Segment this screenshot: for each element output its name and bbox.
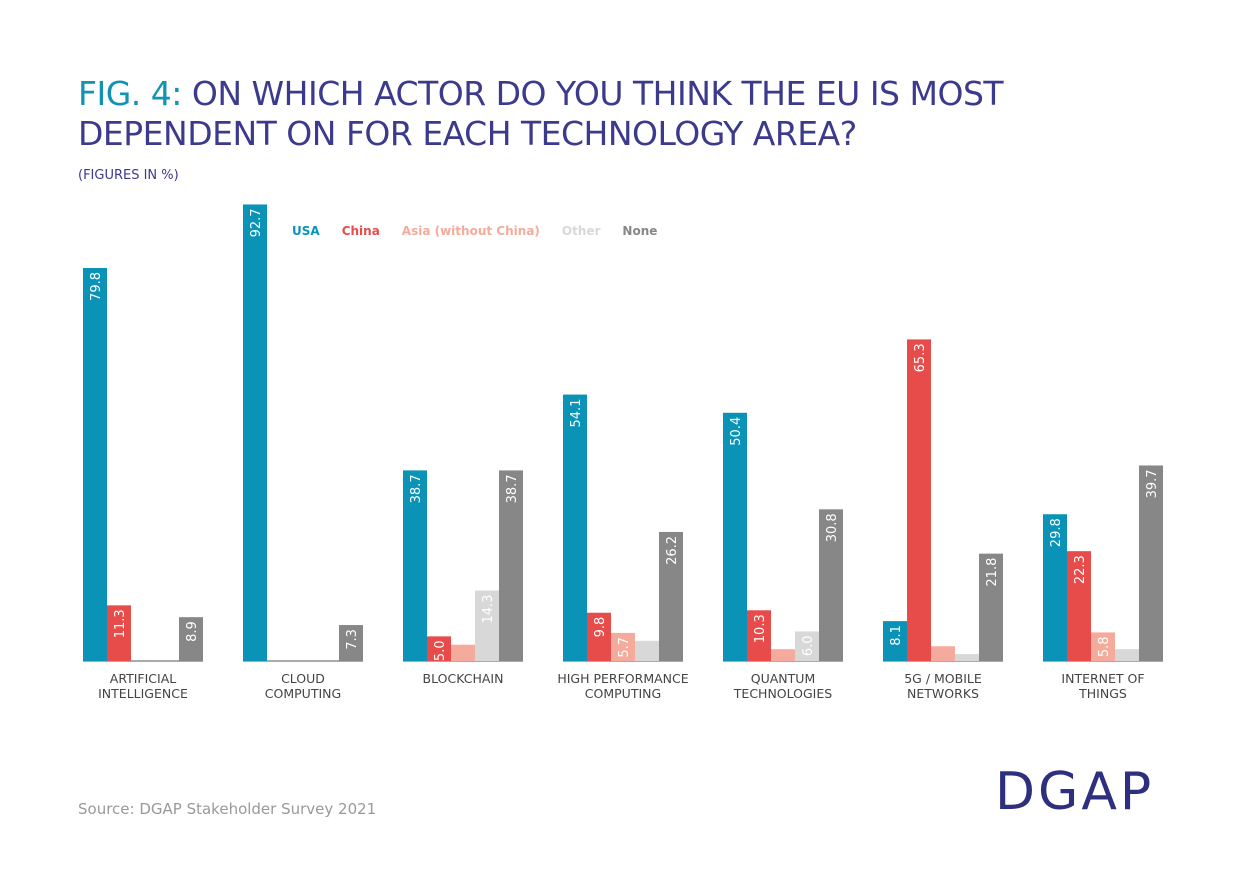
value-label: 6.0	[801, 635, 816, 656]
x-tick-label: 5G / MOBILE NETWORKS	[904, 671, 982, 701]
value-label: 11.3	[113, 609, 128, 638]
value-label: 5.8	[1097, 636, 1112, 657]
legend-entry: None	[622, 224, 657, 238]
bar	[611, 632, 635, 661]
bar	[771, 649, 795, 661]
x-tick-label: HIGH PERFORMANCE COMPUTING	[557, 671, 689, 701]
bar	[427, 636, 451, 661]
value-label: 38.7	[409, 474, 424, 503]
value-label: 10.3	[753, 614, 768, 643]
bar	[1043, 514, 1067, 661]
chart-title: ON WHICH ACTOR DO YOU THINK THE EU IS MO…	[78, 74, 1004, 153]
bar	[883, 621, 907, 661]
value-label: 22.3	[1073, 555, 1088, 584]
value-label: 79.8	[89, 272, 104, 301]
value-label: 39.7	[1145, 469, 1160, 498]
bar	[795, 631, 819, 661]
bar	[723, 412, 747, 661]
x-tick-label: CLOUD COMPUTING	[264, 671, 342, 701]
value-label: 29.8	[1049, 518, 1064, 547]
bar	[955, 654, 979, 661]
bar	[475, 590, 499, 661]
value-label: 14.3	[481, 595, 496, 624]
value-label: 5.7	[617, 637, 632, 658]
x-tick-label: ARTIFICIAL INTELLIGENCE	[98, 671, 188, 701]
value-label: 8.9	[185, 621, 200, 642]
figure-label: FIG. 4:	[78, 74, 182, 113]
value-label: 65.3	[913, 343, 928, 372]
value-label: 54.1	[569, 399, 584, 428]
bar	[1091, 632, 1115, 661]
bar	[587, 612, 611, 661]
value-label: 30.8	[825, 513, 840, 542]
source: Source: DGAP Stakeholder Survey 2021	[78, 800, 377, 818]
bar	[451, 644, 475, 661]
bar	[499, 470, 523, 661]
bar	[1067, 551, 1091, 661]
subtitle: (FIGURES IN %)	[78, 168, 179, 183]
bar	[907, 339, 931, 661]
bar	[107, 605, 131, 661]
bar	[931, 646, 955, 661]
title-block: FIG. 4: ON WHICH ACTOR DO YOU THINK THE …	[78, 74, 1004, 154]
value-label: 50.4	[729, 417, 744, 446]
bar	[1139, 465, 1163, 661]
bar	[1115, 649, 1139, 661]
value-label: 8.1	[889, 625, 904, 646]
bar	[403, 470, 427, 661]
bar	[179, 617, 203, 661]
value-label: 5.0	[433, 640, 448, 661]
value-label: 38.7	[505, 474, 520, 503]
bar	[747, 610, 771, 661]
bar	[339, 625, 363, 661]
logo: DGAP	[995, 762, 1155, 822]
bar	[979, 553, 1003, 661]
value-label: 21.8	[985, 558, 1000, 587]
legend-entry: Other	[562, 224, 601, 238]
value-label: 92.7	[249, 208, 264, 237]
x-tick-label: INTERNET OF THINGS	[1061, 671, 1145, 701]
bar	[819, 509, 843, 661]
bar	[563, 394, 587, 661]
x-tick-label: QUANTUM TECHNOLOGIES	[733, 671, 833, 701]
bar	[243, 204, 267, 661]
legend-entry: Asia (without China)	[402, 224, 540, 238]
legend-entry: China	[342, 224, 380, 238]
bar	[635, 640, 659, 661]
bar	[83, 267, 107, 661]
legend-entry: USA	[292, 224, 320, 238]
value-label: 9.8	[593, 617, 608, 638]
value-label: 26.2	[665, 536, 680, 565]
bar	[659, 531, 683, 661]
x-tick-label: BLOCKCHAIN	[422, 671, 504, 686]
value-label: 7.3	[345, 629, 360, 650]
